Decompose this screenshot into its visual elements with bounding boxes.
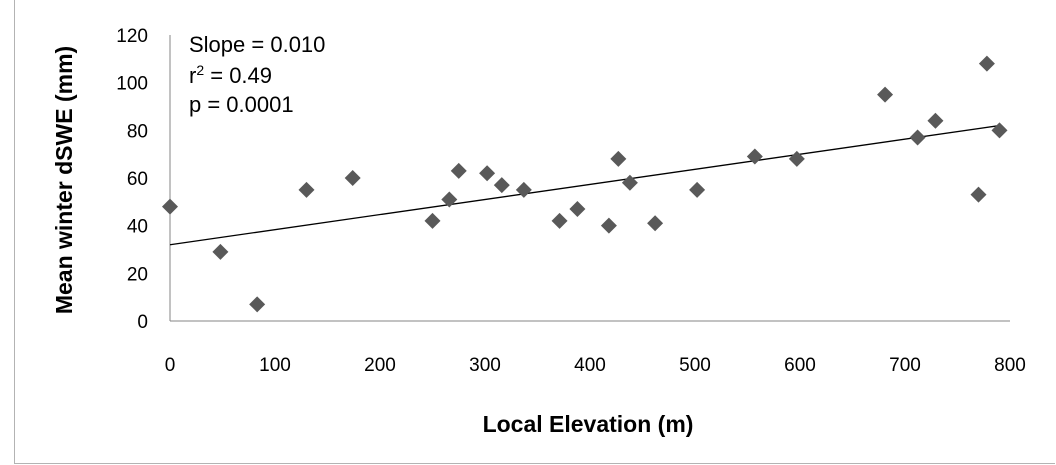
y-tick-label: 40 <box>127 217 148 238</box>
data-point <box>647 215 664 232</box>
y-axis-title: Mean winter dSWE (mm) <box>51 46 77 314</box>
y-tick-label: 100 <box>116 74 148 95</box>
x-tick-label: 500 <box>679 355 711 376</box>
data-point <box>212 243 229 260</box>
data-point <box>909 129 926 146</box>
chart-frame <box>14 0 1055 464</box>
x-tick-labels: 0 100 200 300 400 500 600 700 800 <box>165 355 1026 376</box>
axes <box>169 35 1010 322</box>
data-point <box>249 296 266 313</box>
data-point <box>298 181 315 198</box>
r-squared-annotation: r2 = 0.49 <box>189 62 272 88</box>
y-tick-labels: 0 20 40 60 80 100 120 <box>116 26 148 333</box>
x-tick-label: 200 <box>364 355 396 376</box>
x-tick-label: 100 <box>259 355 291 376</box>
y-tick-label: 80 <box>127 121 148 142</box>
y-tick-label: 20 <box>127 264 148 285</box>
data-point <box>746 148 763 165</box>
x-axis-title: Local Elevation (m) <box>483 411 694 437</box>
data-point <box>479 165 496 182</box>
data-points <box>162 55 1008 313</box>
y-tick-label: 120 <box>116 26 148 47</box>
data-point <box>162 198 178 215</box>
x-tick-label: 700 <box>889 355 921 376</box>
data-point <box>978 55 995 72</box>
x-tick-label: 300 <box>469 355 501 376</box>
data-point <box>788 150 805 167</box>
r-squared-value: = 0.49 <box>204 63 272 88</box>
data-point <box>621 174 638 191</box>
data-point <box>927 112 944 129</box>
y-tick-label: 0 <box>137 312 148 333</box>
data-point <box>493 177 510 194</box>
r-squared-prefix: r <box>189 63 196 88</box>
data-point <box>441 191 458 208</box>
slope-annotation: Slope = 0.010 <box>189 32 325 57</box>
data-point <box>600 217 617 234</box>
x-tick-label: 600 <box>784 355 816 376</box>
y-tick-label: 60 <box>127 169 148 190</box>
p-value-annotation: p = 0.0001 <box>189 92 294 117</box>
data-point <box>569 200 586 217</box>
data-point <box>991 122 1008 139</box>
data-point <box>689 181 706 198</box>
r-squared-superscript: 2 <box>196 62 204 78</box>
data-point <box>610 150 627 167</box>
trend-line <box>169 124 1000 246</box>
x-tick-label: 800 <box>994 355 1026 376</box>
data-point <box>515 181 532 198</box>
x-tick-label: 400 <box>574 355 606 376</box>
x-tick-label: 0 <box>165 355 176 376</box>
data-point <box>424 212 441 229</box>
data-point <box>450 162 467 179</box>
data-point <box>344 170 361 186</box>
data-point <box>877 86 894 103</box>
data-point <box>551 212 568 229</box>
data-point <box>970 186 987 203</box>
